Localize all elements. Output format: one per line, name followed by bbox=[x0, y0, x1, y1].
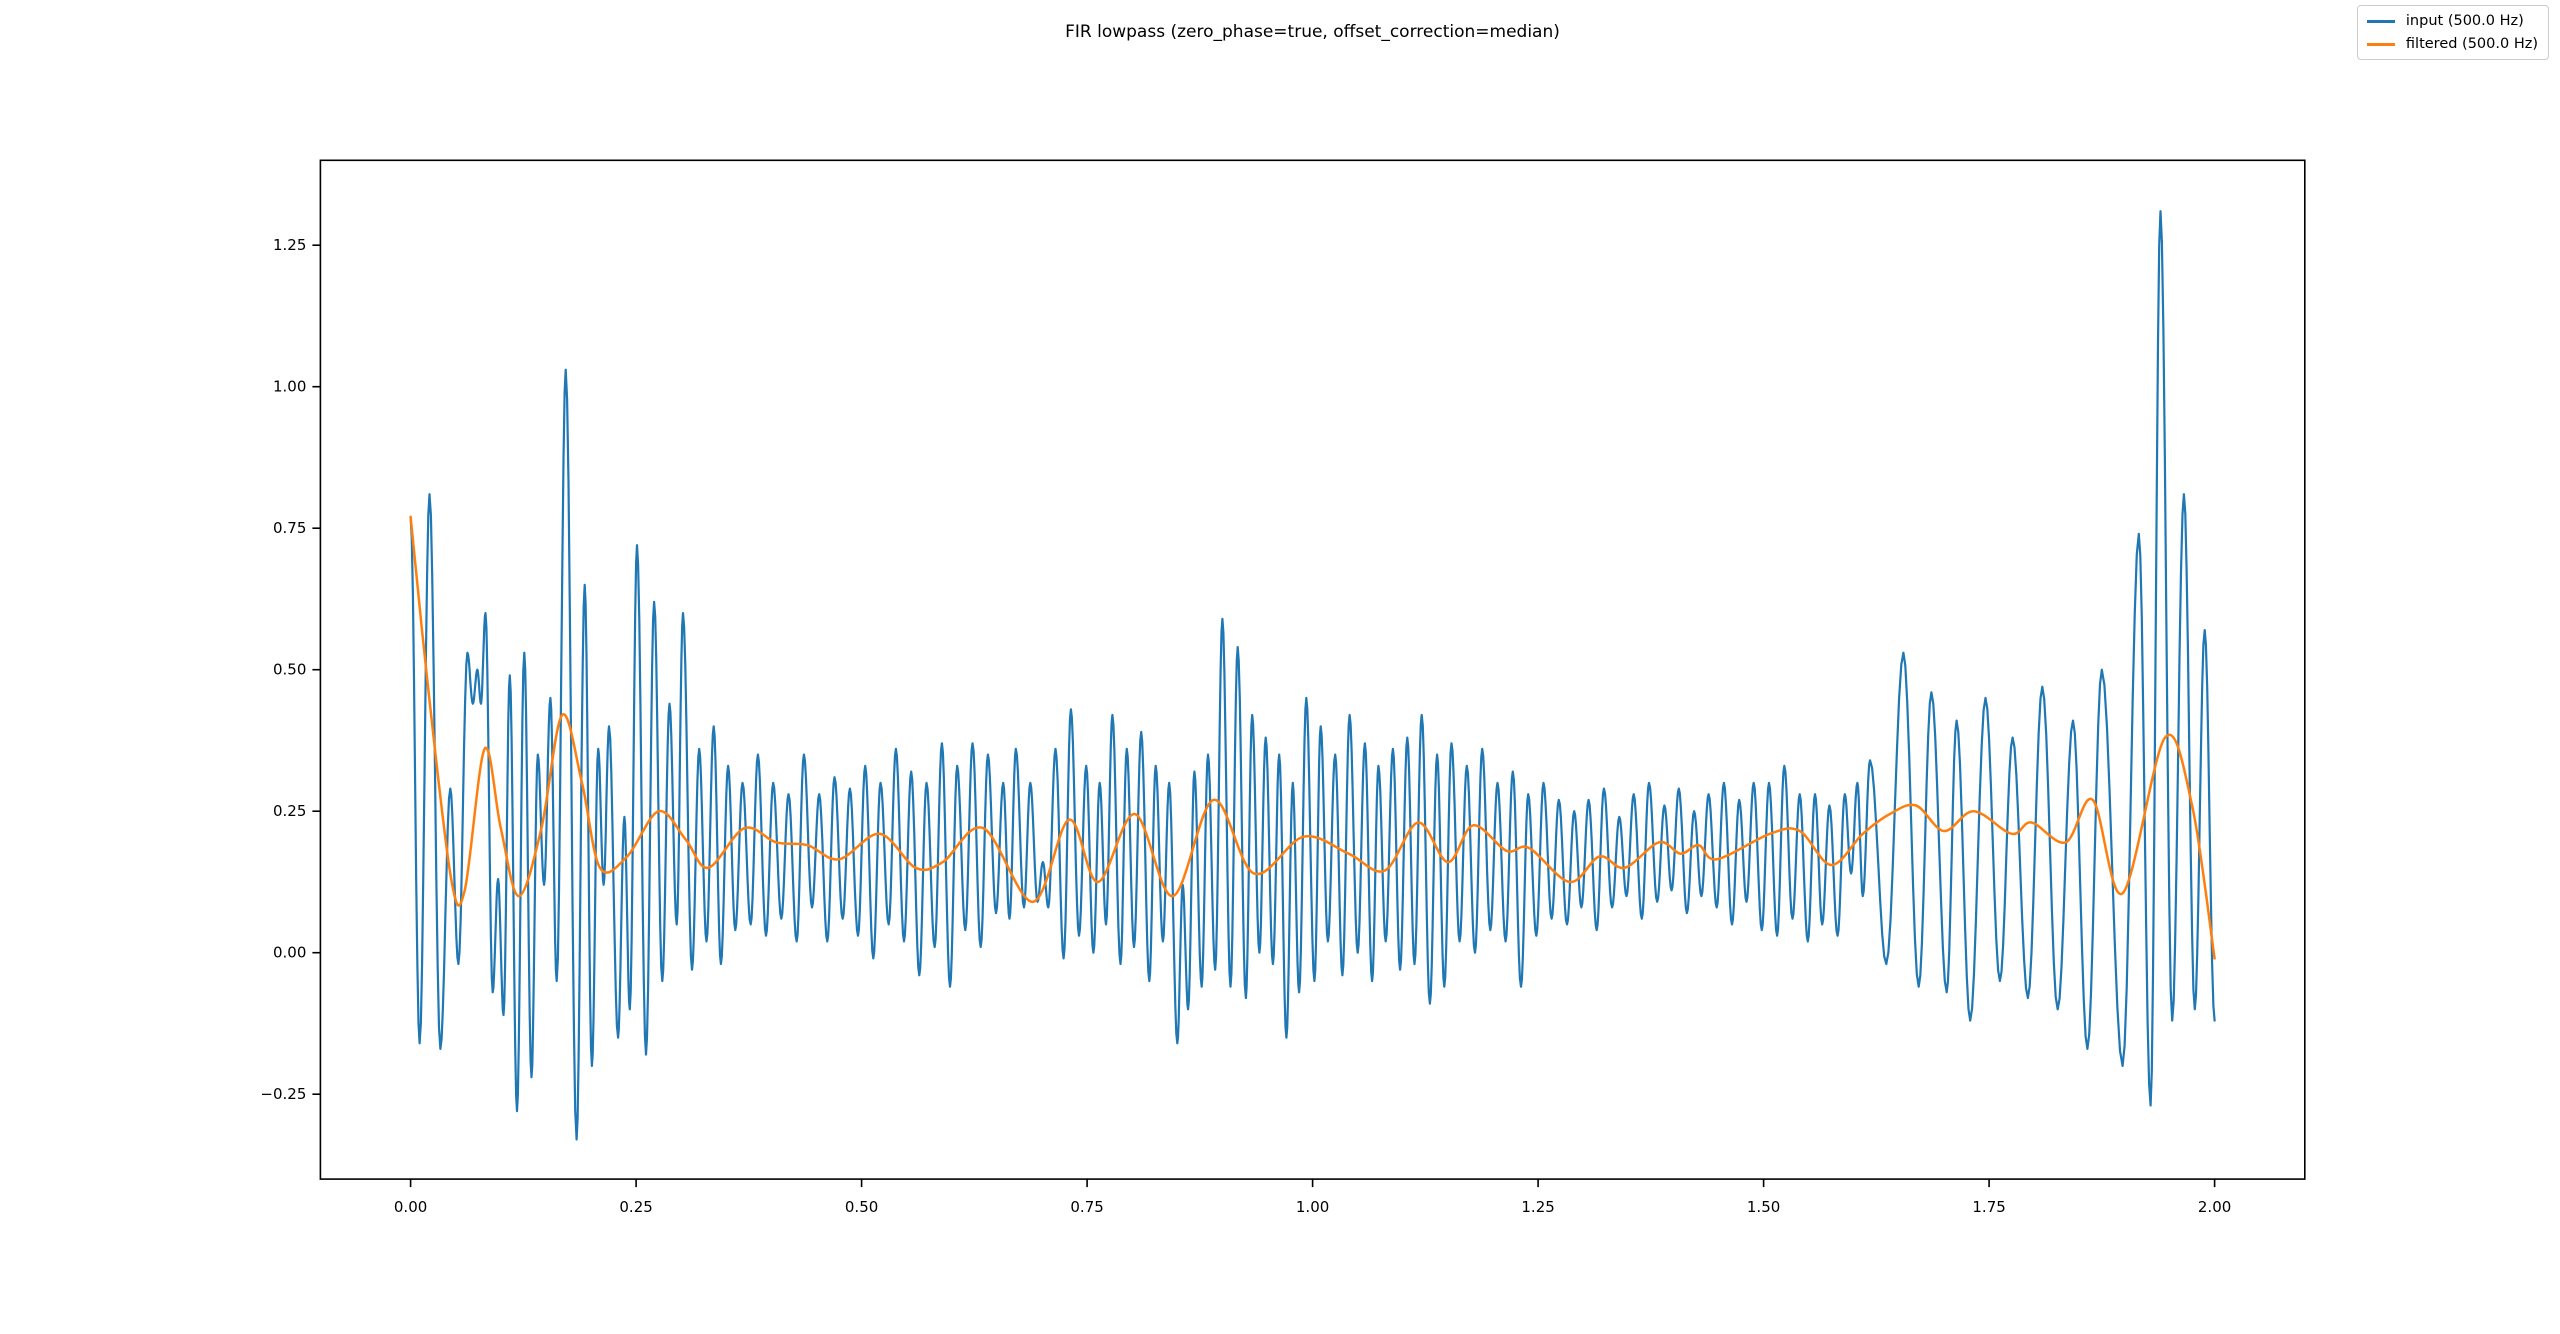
legend-item-input: input (500.0 Hz) bbox=[2366, 13, 2538, 29]
y-tick-label: 0.75 bbox=[273, 519, 306, 537]
x-tick-label: 1.50 bbox=[1747, 1198, 1780, 1216]
x-tick-label: 1.00 bbox=[1296, 1198, 1329, 1216]
series-filtered-line bbox=[409, 515, 2216, 960]
y-tick-label: 0.00 bbox=[273, 944, 306, 962]
legend-line-swatch-filtered bbox=[2366, 42, 2395, 46]
legend-label-input: input (500.0 Hz) bbox=[2405, 13, 2524, 29]
y-tick-label: 1.00 bbox=[273, 378, 306, 396]
y-tick-label: 0.50 bbox=[273, 661, 306, 679]
legend-item-filtered: filtered (500.0 Hz) bbox=[2366, 36, 2538, 52]
x-tick-label: 2.00 bbox=[2198, 1198, 2231, 1216]
x-tick-label: 1.25 bbox=[1521, 1198, 1554, 1216]
legend: input (500.0 Hz) filtered (500.0 Hz) bbox=[2356, 5, 2549, 60]
y-tick-label: −0.25 bbox=[260, 1085, 306, 1103]
y-tick-label: 0.25 bbox=[273, 802, 306, 820]
chart-title: FIR lowpass (zero_phase=true, offset_cor… bbox=[1065, 22, 1560, 42]
x-tick-label: 1.75 bbox=[1972, 1198, 2005, 1216]
y-tick-label: 1.25 bbox=[273, 236, 306, 254]
x-tick-label: 0.50 bbox=[845, 1198, 878, 1216]
legend-label-filtered: filtered (500.0 Hz) bbox=[2405, 36, 2538, 52]
x-tick-label: 0.00 bbox=[394, 1198, 427, 1216]
legend-line-swatch-input bbox=[2366, 19, 2395, 23]
series-input-line bbox=[409, 210, 2216, 1141]
x-tick-label: 0.75 bbox=[1070, 1198, 1103, 1216]
x-tick-label: 0.25 bbox=[619, 1198, 652, 1216]
